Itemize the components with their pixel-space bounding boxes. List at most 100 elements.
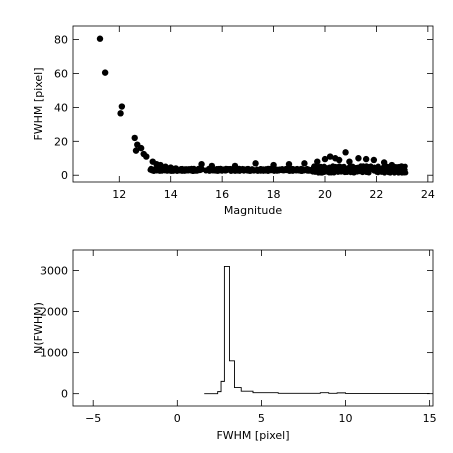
scatter-band-point (246, 168, 253, 174)
scatter-point (162, 163, 169, 170)
scatter-point (172, 165, 180, 172)
scatter-band-point (361, 169, 367, 175)
scatter-band-point (218, 167, 224, 173)
scatter-points (96, 35, 409, 176)
scatter-point (285, 160, 293, 168)
scatter-band-point (355, 166, 362, 172)
scatter-point (118, 103, 126, 110)
scatter-point (182, 166, 190, 173)
scatter-point (137, 144, 145, 152)
scatter-axis-ticks: 12 14 16 18 20 22 24 0 20 40 60 80 (54, 26, 435, 201)
scatter-point (131, 134, 138, 142)
scatter-band-point (274, 166, 281, 173)
histogram-x-axis-label: FWHM [pixel] (216, 429, 289, 442)
histogram-x-tick-label: −5 (85, 412, 101, 425)
scatter-y-tick-label: 40 (54, 101, 68, 114)
scatter-point (346, 158, 353, 165)
scatter-band-point (282, 166, 288, 172)
scatter-point (101, 69, 109, 76)
scatter-band-point (330, 167, 337, 173)
scatter-band-point (293, 167, 300, 173)
scatter-point (362, 155, 370, 163)
scatter-band-point (371, 168, 377, 174)
scatter-x-tick-label: 22 (369, 188, 383, 201)
histogram-y-tick-label: 3000 (40, 265, 68, 278)
histogram-x-tick-label: 15 (423, 412, 437, 425)
scatter-y-tick-label: 0 (61, 169, 68, 182)
histogram-x-tick-label: 5 (258, 412, 265, 425)
scatter-point (132, 147, 140, 154)
scatter-band-point (380, 165, 386, 171)
scatter-point (157, 161, 164, 169)
scatter-band-point (322, 165, 328, 171)
scatter-x-tick-label: 12 (112, 188, 126, 201)
scatter-band-point (159, 168, 165, 174)
scatter-point (314, 158, 321, 165)
scatter-band-point (262, 167, 269, 173)
scatter-band-point (304, 165, 310, 172)
scatter-point (231, 162, 239, 170)
scatter-point (96, 35, 104, 42)
scatter-point (398, 163, 406, 170)
scatter-band-point (235, 167, 242, 173)
scatter-band-point (394, 166, 400, 172)
scatter-x-axis-label: Magnitude (224, 204, 283, 217)
scatter-y-tick-label: 80 (54, 34, 68, 47)
scatter-point (335, 156, 343, 164)
scatter-band-point (318, 166, 324, 172)
histogram-frame (72, 249, 434, 407)
scatter-band-point (287, 168, 293, 174)
scatter-x-tick-label: 20 (318, 188, 332, 201)
histogram-y-tick-label: 2000 (40, 306, 68, 319)
scatter-band-point (268, 167, 274, 173)
scatter-point (143, 153, 150, 160)
scatter-plot-frame (72, 25, 434, 183)
scatter-point (370, 156, 378, 164)
scatter-y-axis-label: FWHM [pixel] (32, 67, 45, 140)
scatter-point (326, 153, 334, 160)
histogram-axis-ticks: −5 0 5 10 15 0 1000 2000 3000 (40, 250, 437, 425)
scatter-point (321, 155, 329, 163)
scatter-band-point (351, 167, 358, 174)
scatter-band-point (385, 169, 392, 176)
scatter-band-point (255, 167, 261, 173)
scatter-y-tick-label: 20 (54, 135, 68, 148)
histogram-steps (204, 265, 430, 395)
scatter-band-point (403, 170, 409, 176)
scatter-band-point (368, 164, 374, 170)
scatter-point (301, 160, 308, 167)
scatter-band-point (335, 168, 341, 174)
scatter-band-point (330, 163, 336, 169)
histogram-y-tick-label: 0 (61, 388, 68, 401)
scatter-band-point (151, 168, 157, 174)
scatter-point (208, 162, 216, 170)
histogram-step-line (204, 265, 430, 395)
scatter-point (342, 149, 349, 156)
scatter-point (117, 110, 124, 117)
scatter-point (252, 160, 259, 167)
scatter-band-point (336, 163, 343, 169)
scatter-band-point (231, 168, 238, 174)
histogram-x-tick-label: 10 (339, 412, 353, 425)
magnitude-fwhm-scatter-plot: 12 14 16 18 20 22 24 0 20 40 60 80 Magnitude FWHM [… (32, 25, 435, 217)
scatter-x-tick-label: 14 (164, 188, 178, 201)
scatter-band-point (206, 168, 213, 174)
scatter-x-tick-label: 24 (421, 188, 435, 201)
histogram-y-tick-label: 1000 (40, 347, 68, 360)
scatter-x-tick-label: 18 (267, 188, 281, 201)
scatter-band-point (310, 168, 316, 174)
fwhm-histogram-plot: −5 0 5 10 15 0 1000 2000 3000 FWHM [pixel] N(FWH… (32, 249, 437, 442)
scatter-point (270, 161, 277, 169)
scatter-point (167, 164, 174, 171)
scatter-point (355, 155, 362, 162)
scatter-band-point (381, 170, 388, 176)
histogram-x-tick-label: 0 (174, 412, 181, 425)
scatter-x-tick-label: 16 (215, 188, 229, 201)
scatter-band-point (298, 168, 304, 174)
scatter-band-point (212, 168, 219, 174)
scatter-y-tick-label: 60 (54, 67, 68, 80)
scatter-band-point (227, 167, 233, 173)
scatter-point (388, 161, 396, 169)
scatter-point (198, 160, 205, 168)
